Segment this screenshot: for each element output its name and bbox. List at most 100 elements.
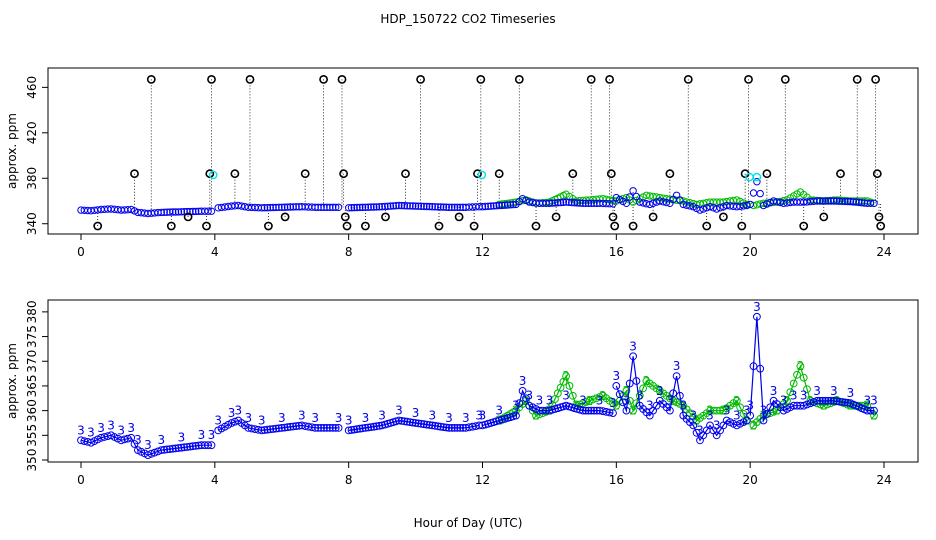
bottom-blue-point: [522, 394, 530, 403]
top-black-flag: [473, 169, 482, 179]
top-blue-point: [844, 197, 852, 206]
top-blue-point: [548, 199, 556, 207]
top-black-flag: [476, 75, 486, 84]
top-blue-point: [554, 199, 562, 207]
bottom-blue-point: [269, 425, 278, 433]
x-axis-label: Hour of Day (UTC): [414, 516, 523, 530]
top-panel-cyan-flags: [208, 170, 762, 182]
bottom-blue-point: [289, 422, 298, 431]
bottom-green-label: 2: [623, 384, 631, 398]
top-blue-point: [417, 202, 425, 211]
top-blue-point: [406, 202, 414, 210]
top-blue-point: [696, 206, 704, 214]
bottom-blue-point: [144, 451, 152, 460]
bottom-blue-label: 3: [679, 399, 687, 413]
bottom-blue-point: [347, 426, 356, 434]
top-panel-xtick-label: 8: [345, 245, 353, 259]
bottom-blue-point: [369, 422, 378, 431]
bottom-blue-point: [183, 443, 192, 451]
bottom-green-label: 2: [720, 404, 728, 418]
bottom-blue-label: 3: [87, 426, 95, 440]
bottom-blue-label: 3: [462, 411, 470, 425]
top-blue-point: [559, 198, 568, 207]
top-blue-point: [192, 207, 200, 216]
top-blue-point: [286, 203, 295, 211]
top-blue-point: [749, 189, 758, 197]
top-black-flag: [702, 221, 712, 231]
bottom-blue-label: 3: [746, 399, 754, 413]
bottom-green-label: 2: [522, 394, 530, 408]
top-blue-point: [434, 203, 442, 211]
bottom-blue-point: [829, 396, 838, 405]
bottom-blue-point: [364, 423, 373, 432]
top-black-flag: [130, 169, 139, 179]
bottom-blue-label: 3: [579, 394, 587, 408]
top-black-flag: [876, 221, 886, 231]
bottom-blue-point: [746, 411, 755, 420]
bottom-blue-point: [838, 398, 847, 406]
bottom-green-point: [575, 400, 584, 409]
top-blue-point: [858, 199, 866, 207]
bottom-blue-point: [331, 424, 340, 432]
bottom-green-label: 2: [733, 394, 741, 408]
top-blue-point: [456, 203, 464, 212]
bottom-green-point: [716, 406, 724, 415]
bottom-panel-xtick-label: 12: [475, 473, 490, 487]
bottom-panel-xtick-label: 8: [345, 473, 353, 487]
top-blue-point: [852, 198, 860, 206]
bottom-blue-label: 3: [673, 359, 681, 373]
bottom-blue-point: [632, 377, 641, 385]
top-blue-point: [841, 197, 849, 206]
top-blue-point: [813, 197, 821, 205]
top-black-flag: [514, 75, 524, 84]
bottom-blue-point: [188, 442, 197, 451]
top-black-flag: [719, 212, 728, 222]
bottom-green-label: 2: [773, 404, 781, 418]
bottom-blue-label: 3: [636, 389, 644, 403]
top-black-flag: [245, 75, 255, 84]
bottom-blue-point: [824, 396, 833, 405]
bottom-green-label: 2: [750, 418, 758, 432]
bottom-blue-point: [207, 441, 216, 450]
top-blue-point: [562, 198, 570, 206]
top-black-flag: [207, 75, 216, 84]
bottom-blue-label: 3: [278, 411, 286, 425]
top-black-flag: [872, 169, 882, 179]
top-blue-point: [518, 195, 527, 203]
bottom-blue-label: 3: [623, 394, 631, 408]
bottom-blue-point: [428, 421, 437, 430]
bottom-blue-point: [263, 425, 272, 434]
bottom-blue-point: [806, 399, 815, 408]
top-blue-point: [392, 202, 400, 210]
bottom-blue-label: 3: [656, 384, 664, 398]
bottom-blue-label: 3: [713, 418, 721, 432]
bottom-blue-point: [799, 401, 808, 410]
top-black-flag: [416, 75, 425, 84]
bottom-blue-point: [692, 428, 701, 437]
bottom-green-point: [582, 398, 591, 406]
bottom-blue-label: 3: [144, 438, 152, 452]
top-blue-point: [756, 189, 764, 198]
top-blue-point: [501, 201, 509, 209]
top-blue-point: [353, 203, 361, 212]
bottom-blue-point: [417, 419, 426, 428]
bottom-blue-label: 3: [519, 374, 527, 388]
bottom-blue-label: 3: [696, 423, 704, 437]
top-cyan-flag: [752, 172, 762, 182]
bottom-blue-point: [763, 410, 771, 418]
top-blue-point: [367, 203, 375, 211]
top-blue-point: [498, 201, 506, 210]
top-black-flag: [202, 221, 211, 231]
top-blue-point: [450, 203, 459, 212]
bottom-blue-label: 3: [345, 413, 353, 427]
top-black-flag: [799, 221, 809, 231]
top-panel-xtick-label: 12: [475, 245, 490, 259]
top-blue-point: [773, 198, 781, 206]
top-blue-point: [174, 208, 183, 216]
top-blue-point: [679, 200, 687, 209]
top-black-flag: [146, 75, 156, 84]
top-blue-point: [609, 200, 617, 208]
bottom-blue-point: [191, 442, 200, 450]
bottom-green-label: 2: [706, 404, 714, 418]
top-blue-point: [169, 208, 177, 216]
